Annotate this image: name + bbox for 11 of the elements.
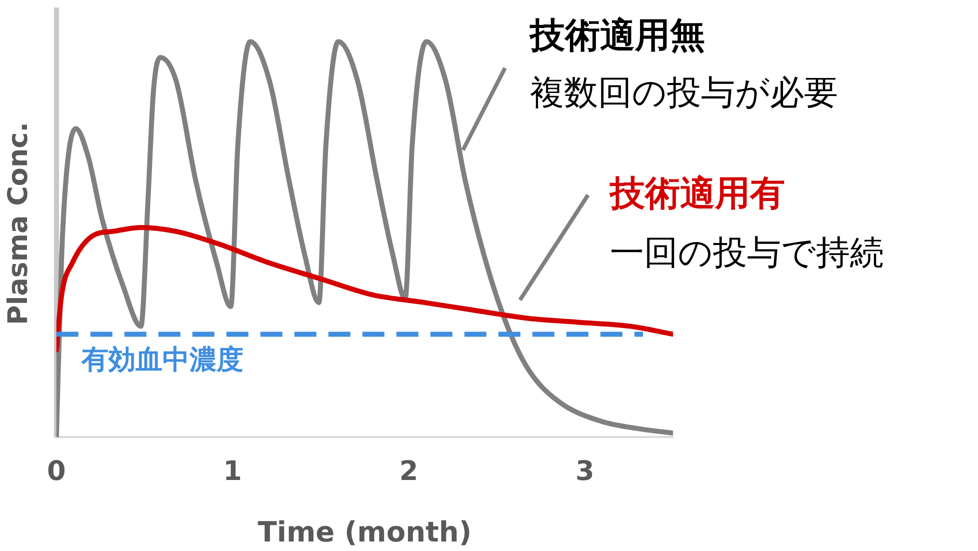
annotation: 一回の投与で持続 [610,232,884,273]
y-axis-title: Plasma Conc. [3,122,34,325]
annotation: 複数回の投与が必要 [530,72,838,113]
ref-line-label: 有効血中濃度 [80,344,244,376]
annotation: 技術適用無 [528,16,705,56]
annotation: 技術適用有 [608,174,785,214]
x-tick-label: 2 [399,456,418,488]
x-tick-label: 0 [47,456,66,488]
x-tick-label: 1 [223,456,242,488]
x-tick-label: 3 [576,456,594,488]
x-axis-title: Time (month) [258,515,472,548]
